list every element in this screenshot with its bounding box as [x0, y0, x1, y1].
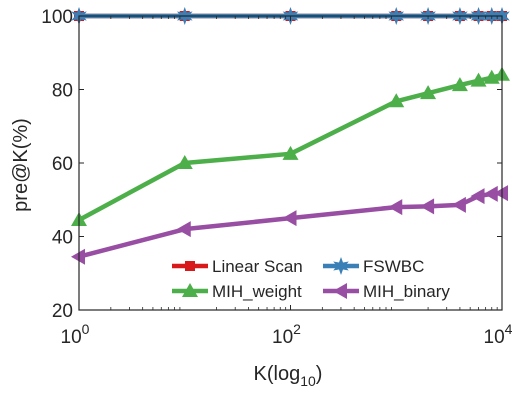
tick-labels: 20 40 60 80 100 100 102 104 — [41, 7, 512, 348]
legend-entry: FSWBC — [323, 257, 424, 276]
legend-label: FSWBC — [363, 257, 424, 276]
x-tick-label: 104 — [484, 321, 513, 348]
series-mih-binary — [71, 185, 508, 265]
x-axis-label-subscript: 10 — [300, 373, 316, 389]
y-tick-label: 100 — [41, 7, 73, 28]
data-point — [282, 145, 299, 160]
data-point — [176, 155, 193, 169]
x-tick-label: 102 — [272, 321, 301, 348]
plot-area — [71, 7, 510, 265]
data-point — [470, 188, 485, 205]
data-point — [451, 77, 468, 92]
x-axis-label: K(log10) — [254, 363, 323, 389]
series-mih-weight — [71, 66, 510, 226]
legend-swatch-marker — [333, 257, 349, 275]
legend-entry: MIH_binary — [323, 282, 450, 301]
data-point — [71, 248, 85, 265]
series-line — [78, 190, 503, 259]
legend: Linear Scan FSWBC MIH_weight MIH_binary — [172, 257, 450, 301]
data-point — [470, 72, 487, 87]
data-point — [282, 210, 297, 227]
data-point — [176, 221, 191, 238]
legend-swatch-marker — [333, 283, 347, 299]
legend-entry: Linear Scan — [172, 257, 303, 276]
data-point — [388, 199, 403, 216]
legend-entry: MIH_weight — [172, 282, 302, 301]
x-tick-label: 100 — [61, 321, 90, 348]
legend-swatch-marker — [185, 261, 195, 271]
data-point — [451, 196, 466, 213]
y-tick-label: 20 — [52, 301, 73, 322]
y-tick-label: 40 — [52, 228, 73, 249]
legend-label: MIH_binary — [363, 282, 450, 301]
y-tick-label: 60 — [52, 154, 73, 175]
axes — [78, 15, 503, 311]
data-point — [420, 85, 437, 100]
x-axis-label-close: ) — [316, 363, 323, 385]
data-point — [494, 185, 508, 202]
legend-swatch-marker — [182, 283, 198, 297]
y-tick-label: 80 — [52, 81, 73, 102]
legend-label: Linear Scan — [212, 257, 303, 276]
x-axis-label-main: K(log — [254, 363, 301, 385]
data-point — [420, 198, 435, 215]
y-axis-label: pre@K(%) — [10, 118, 32, 212]
legend-label: MIH_weight — [212, 282, 302, 301]
data-point — [388, 93, 405, 108]
data-point — [483, 185, 498, 202]
